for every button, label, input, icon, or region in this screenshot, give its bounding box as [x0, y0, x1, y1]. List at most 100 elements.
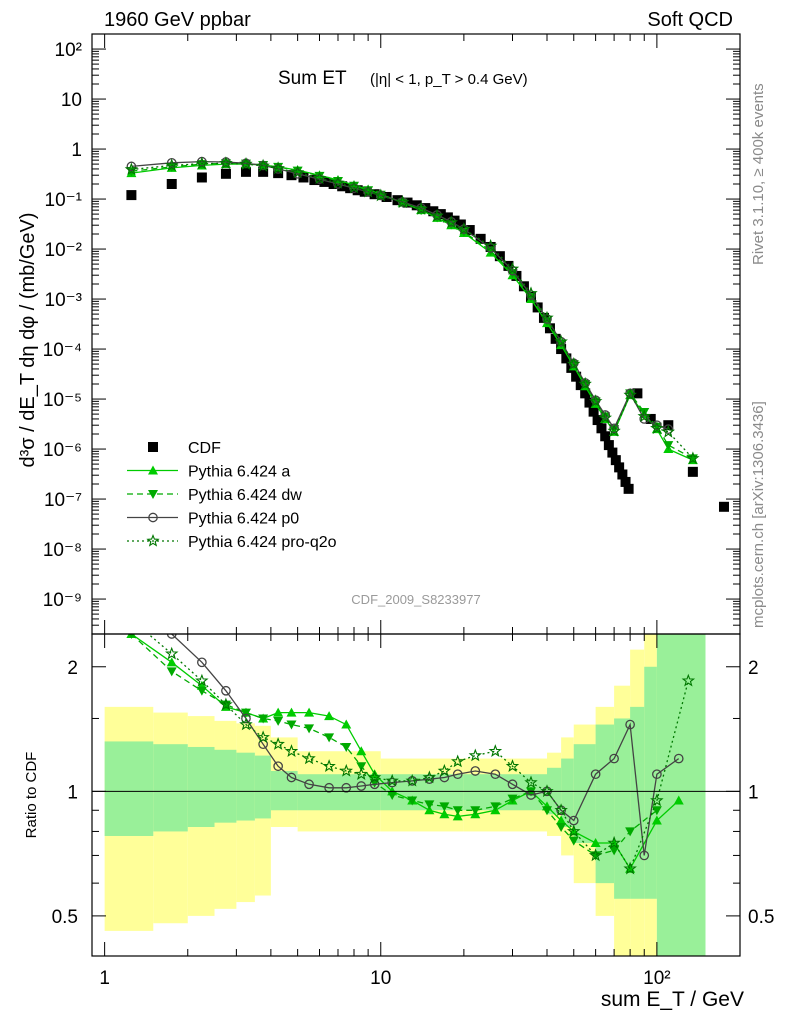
ratio-point: [507, 794, 518, 804]
main-point: [554, 334, 568, 348]
ratio-point: [452, 806, 463, 816]
ratio-point: [324, 782, 334, 793]
legend-entry: Pythia 6.424 a: [127, 464, 290, 481]
main-point: [312, 171, 327, 185]
main-point: [331, 175, 345, 189]
legend-label: Pythia 6.424 pro-q2o: [188, 534, 337, 551]
main-point: [663, 441, 674, 451]
ratio-point: [127, 602, 135, 610]
ratio-point: [556, 822, 567, 832]
main-point: [686, 451, 700, 465]
main-point: [645, 413, 656, 424]
ratio-point: [541, 806, 552, 816]
axes-ticks: 1 10 10²10⁻⁹10⁻⁸10⁻⁷10⁻⁶10⁻⁵10⁻⁴10⁻³10⁻²10…: [43, 33, 774, 989]
ratio-point: [197, 657, 207, 668]
main-series-3: [126, 156, 674, 435]
ratio-point: [609, 846, 620, 856]
main-point: [416, 206, 427, 216]
main-point: [220, 168, 231, 179]
x-tick-label: 1: [99, 968, 110, 989]
y-tick-label: 10⁻¹: [45, 190, 83, 211]
y-tick-label: 10²: [55, 40, 82, 61]
plot-title-cuts: (|η| < 1, p_T > 0.4 GeV): [370, 71, 528, 88]
main-point: [614, 462, 625, 473]
ratio-band-1-bin: [614, 718, 631, 899]
ratio-uncertainty-bands: [104, 634, 706, 956]
ratio-point: [651, 815, 662, 825]
mcplots-label: mcplots.cern.ch [arXiv:1306.3436]: [750, 401, 767, 628]
x-tick-label: 10: [370, 968, 391, 989]
ratio-point: [625, 827, 636, 837]
ratio-point: [286, 720, 297, 730]
plot-title: Sum ET: [278, 68, 347, 89]
ratio-point: [354, 767, 368, 780]
ratio-point: [241, 713, 251, 724]
main-point: [126, 161, 137, 172]
ratio-point: [588, 848, 603, 862]
main-point: [505, 261, 520, 275]
main-point: [455, 219, 466, 230]
main-point: [607, 423, 621, 437]
y-tick-label: 10⁻²: [45, 240, 83, 261]
main-point: [584, 397, 595, 408]
main-point: [240, 166, 251, 177]
main-point: [195, 156, 209, 170]
legend-entry: Pythia 6.424 p0: [127, 511, 299, 528]
main-point: [258, 166, 269, 177]
main-point: [430, 208, 444, 222]
legend-marker: [146, 533, 160, 547]
ratio-point: [324, 733, 335, 743]
ratio-point: [258, 714, 269, 724]
legend-label: Pythia 6.424 a: [188, 464, 290, 481]
rivet-version-label: Rivet 3.1.10, ≥ 400k events: [750, 83, 767, 265]
ratio-point: [239, 717, 253, 731]
ratio-band-1-bin: [236, 752, 255, 821]
ratio-point: [339, 763, 354, 777]
y-tick-label: 10: [61, 90, 82, 111]
main-point: [596, 423, 607, 434]
ratio-point: [166, 667, 177, 677]
y-tick-label: 10⁻⁵: [43, 390, 82, 411]
ratio-point: [219, 697, 233, 711]
ratio-band-1-bin: [573, 744, 596, 844]
main-point: [292, 166, 303, 176]
ratio-point: [452, 811, 463, 821]
ratio-band-1-bin: [153, 744, 188, 832]
ratio-point: [507, 779, 518, 790]
ratio-point: [437, 763, 452, 777]
main-point: [333, 179, 343, 189]
main-point: [588, 394, 603, 408]
ratio-point: [609, 753, 619, 764]
ratio-point: [650, 793, 664, 807]
ratio-point: [356, 762, 367, 772]
main-point: [290, 165, 305, 179]
ratio-point: [271, 737, 285, 750]
main-point: [632, 388, 643, 399]
ratio-point: [556, 815, 567, 825]
ratio-point: [681, 673, 696, 687]
legend-marker: [148, 490, 158, 499]
main-point: [651, 422, 662, 432]
ratio-point: [424, 800, 435, 810]
main-point: [349, 183, 359, 194]
ratio-point: [422, 770, 437, 784]
legend-entry: Pythia 6.424 dw: [127, 487, 302, 504]
ratio-point: [526, 790, 536, 800]
main-point: [550, 333, 561, 344]
ratio-point: [273, 716, 284, 726]
main-point: [639, 408, 650, 418]
main-point: [444, 215, 459, 229]
ratio-point: [524, 775, 538, 789]
ratio-point: [256, 730, 270, 744]
ratio-band-1-bin: [187, 746, 215, 827]
main-point: [464, 225, 475, 236]
main-point: [600, 431, 611, 442]
main-point: [718, 501, 729, 512]
ratio-band-1-bin: [214, 749, 237, 823]
main-point: [314, 174, 325, 185]
main-point: [600, 410, 611, 420]
ratio-band-1-bin: [254, 755, 271, 819]
ratio-band-1-bin: [644, 666, 657, 899]
main-point: [524, 286, 538, 300]
